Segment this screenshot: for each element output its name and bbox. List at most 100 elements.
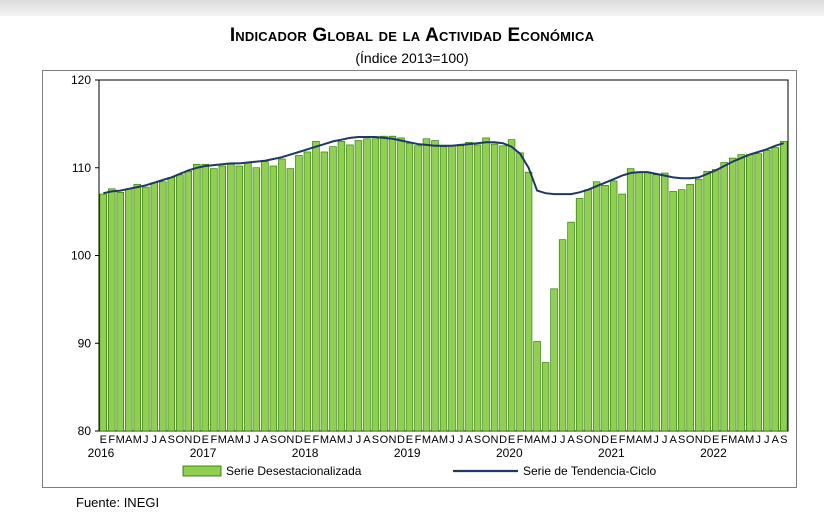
x-month-label: M	[745, 434, 754, 446]
bar	[133, 184, 141, 432]
x-month-label: A	[465, 434, 473, 446]
x-month-label: E	[508, 434, 515, 446]
x-month-label: S	[678, 434, 685, 446]
x-month-label: E	[202, 434, 209, 446]
x-month-label: M	[235, 434, 244, 446]
bar	[780, 141, 788, 432]
bar	[746, 154, 754, 432]
bar	[252, 167, 261, 432]
bar	[711, 169, 720, 432]
x-year-label: 2016	[88, 446, 115, 460]
x-month-label: E	[610, 434, 617, 446]
bar	[414, 145, 422, 432]
y-tick-label: 100	[71, 249, 91, 263]
legend-bar-swatch	[182, 465, 222, 477]
x-month-label: A	[738, 434, 746, 446]
legend-bar-label: Serie Desestacionalizada	[226, 464, 362, 478]
bar	[643, 171, 652, 432]
bar	[737, 154, 745, 432]
x-month-label: M	[626, 434, 635, 446]
x-year-label: 2022	[700, 446, 727, 460]
x-month-label: J	[662, 434, 668, 446]
x-month-label: O	[176, 434, 185, 446]
bar	[193, 163, 201, 432]
bar	[635, 171, 643, 432]
x-month-label: N	[184, 434, 192, 446]
bar	[201, 163, 210, 432]
x-month-label: N	[695, 434, 703, 446]
x-year-label: 2019	[394, 446, 421, 460]
bar	[346, 144, 354, 432]
source-note: Fuente: INEGI	[76, 495, 160, 510]
bar	[533, 341, 541, 432]
bar	[244, 162, 252, 432]
bar	[694, 178, 703, 432]
bar	[763, 149, 771, 432]
bar	[312, 141, 320, 432]
x-month-label: F	[313, 434, 320, 446]
x-month-label: M	[422, 434, 431, 446]
bar	[686, 184, 694, 432]
bar	[320, 151, 329, 432]
x-month-label: F	[415, 434, 422, 446]
bar	[626, 168, 635, 432]
window-top-bar	[0, 0, 824, 16]
bar	[490, 143, 499, 432]
bar	[388, 135, 397, 432]
x-month-label: O	[278, 434, 287, 446]
bar	[176, 174, 184, 432]
x-month-label: E	[712, 434, 719, 446]
x-year-label: 2017	[190, 446, 217, 460]
bar	[218, 165, 227, 432]
x-month-label: M	[218, 434, 227, 446]
bar	[184, 170, 193, 432]
trend-line	[103, 136, 784, 196]
x-month-label: F	[210, 434, 217, 446]
x-month-label: J	[143, 434, 149, 446]
x-month-label: M	[133, 434, 142, 446]
x-month-label: J	[347, 434, 353, 446]
bar	[618, 193, 626, 432]
y-tick-label: 110	[72, 161, 91, 175]
bar	[329, 146, 337, 432]
x-year-label: 2018	[292, 446, 319, 460]
x-month-label: A	[125, 434, 133, 446]
bar	[108, 188, 116, 432]
x-month-label: O	[584, 434, 593, 446]
legend-line-label: Serie de Tendencia-Ciclo	[523, 464, 657, 478]
bar	[337, 141, 346, 432]
bar	[286, 168, 295, 432]
bar	[558, 239, 567, 432]
x-month-label: J	[653, 434, 659, 446]
bar	[456, 145, 465, 432]
bar	[609, 180, 618, 432]
bar	[278, 158, 286, 432]
x-month-label: D	[397, 434, 405, 446]
x-month-label: J	[152, 434, 158, 446]
x-month-label: S	[780, 434, 787, 446]
bar	[363, 138, 371, 432]
bar	[354, 140, 363, 432]
x-month-label: A	[431, 434, 439, 446]
bar	[439, 146, 448, 432]
bar	[159, 181, 167, 432]
x-month-label: E	[100, 434, 107, 446]
x-month-label: M	[541, 434, 550, 446]
y-tick-label: 80	[78, 424, 92, 438]
x-month-label: D	[601, 434, 609, 446]
bar	[754, 153, 762, 432]
bar	[567, 221, 575, 432]
x-month-label: E	[304, 434, 311, 446]
bar	[125, 188, 133, 432]
x-month-label: A	[533, 434, 541, 446]
bar	[371, 138, 380, 432]
bar	[601, 185, 609, 432]
x-month-label: M	[643, 434, 652, 446]
bar	[516, 152, 524, 432]
x-month-label: A	[363, 434, 371, 446]
x-month-label: J	[755, 434, 761, 446]
chart-title: Indicador Global de la Actividad Económi…	[229, 25, 595, 46]
x-month-label: N	[491, 434, 499, 446]
bar	[295, 155, 303, 432]
